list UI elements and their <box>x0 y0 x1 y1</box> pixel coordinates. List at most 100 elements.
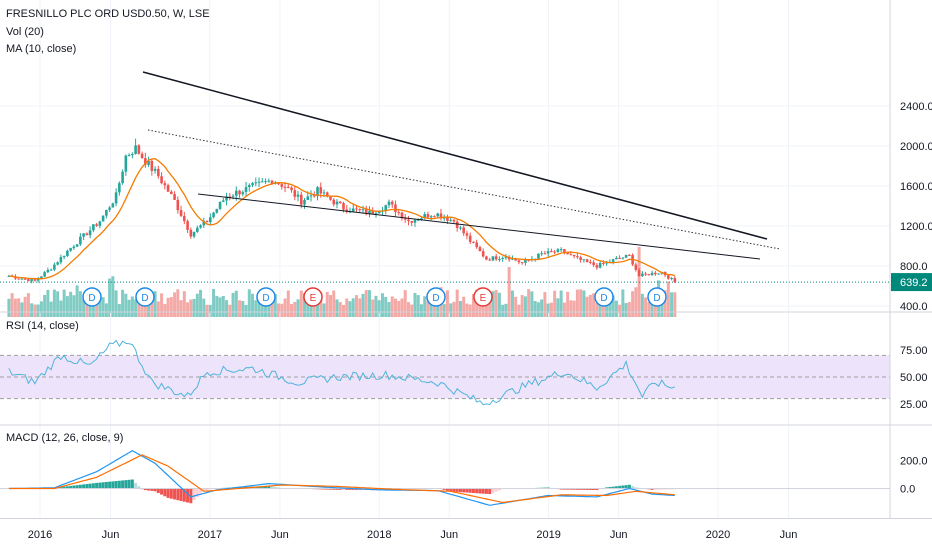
volume-bar <box>195 293 199 317</box>
dividend-marker[interactable]: D <box>647 287 667 307</box>
candle-body <box>254 182 258 184</box>
macd-line <box>8 450 675 506</box>
macd-histogram-bar <box>179 488 183 501</box>
time-tick-label: Jun <box>102 529 120 541</box>
volume-bar <box>416 295 420 317</box>
macd-histogram-bar <box>445 488 449 491</box>
candle-body <box>481 251 485 257</box>
volume-bar <box>462 296 466 317</box>
volume-bar <box>559 290 563 317</box>
volume-bar <box>33 304 37 317</box>
macd-histogram-bar <box>82 484 86 489</box>
volume-bar <box>449 303 453 317</box>
candle-body <box>173 194 176 200</box>
macd-histogram-bar <box>101 482 105 489</box>
dividend-marker[interactable]: D <box>82 287 102 307</box>
price-tick-label: 1600.0 <box>900 181 932 193</box>
marker-letter: E <box>480 293 487 304</box>
volume-bar <box>52 289 56 317</box>
price-axis[interactable]: 2400.0 2000.0 1600.0 1200.0 800.0 400.0 639.2 7… <box>891 101 932 496</box>
volume-bar <box>101 297 105 317</box>
macd-histogram-bar <box>338 488 342 490</box>
candle-body <box>501 257 504 259</box>
candle-body <box>186 221 189 230</box>
candle-body <box>179 210 183 217</box>
volume-bar <box>588 294 592 317</box>
macd-histogram-bar <box>169 488 173 499</box>
candle-body <box>624 254 628 258</box>
time-axis[interactable]: 2016 Jun 2017 Jun 2018 Jun 2019 Jun 2020 Jun <box>28 529 798 541</box>
macd-histogram-bar <box>75 485 79 489</box>
candle-body <box>231 195 235 197</box>
macd-histogram-bar <box>156 488 160 493</box>
candle-body <box>72 246 76 249</box>
rsi-legend[interactable]: RSI (14, close) <box>6 320 79 332</box>
macd-histogram-bar <box>595 488 599 491</box>
candle-body <box>66 250 69 256</box>
macd-histogram-bar <box>111 481 115 489</box>
macd-histogram-bar <box>121 480 125 489</box>
candle-body <box>374 213 378 215</box>
dividend-marker[interactable]: D <box>426 287 446 307</box>
macd-histogram-bar <box>449 488 453 492</box>
volume-bar <box>673 292 677 317</box>
volume-bar <box>387 302 391 317</box>
volume-bar <box>624 303 628 317</box>
candle-body <box>170 191 173 195</box>
candle-body <box>368 210 371 215</box>
rsi-pane[interactable] <box>0 313 890 425</box>
macd-histogram-bar <box>114 481 118 489</box>
volume-legend[interactable]: Vol (20) <box>6 26 44 38</box>
volume-bar <box>140 298 144 317</box>
volume-bar <box>345 298 349 317</box>
macd-histogram-bar <box>176 488 180 501</box>
dividend-marker[interactable]: D <box>135 287 155 307</box>
candle-body <box>426 214 430 218</box>
volume-bar <box>283 298 287 317</box>
rsi-tick-label: 50.00 <box>900 372 928 384</box>
candle-body <box>654 272 657 275</box>
rsi-line <box>8 339 675 406</box>
volume-bar <box>520 295 524 317</box>
earnings-marker[interactable]: E <box>473 287 493 307</box>
marker-circle <box>135 287 155 307</box>
volume-bar <box>627 302 631 317</box>
macd-legend[interactable]: MACD (12, 26, close, 9) <box>6 432 124 444</box>
price-tick-label: 2000.0 <box>900 141 932 153</box>
macd-pane[interactable] <box>0 426 890 518</box>
pane-frame <box>0 0 932 519</box>
volume-bar <box>10 293 14 317</box>
marker-circle <box>647 287 667 307</box>
macd-histogram-bar <box>85 484 89 489</box>
ma-legend[interactable]: MA (10, close) <box>6 43 77 55</box>
volume-bar <box>670 292 674 317</box>
volume-bar <box>595 302 599 317</box>
volume-bar <box>546 303 550 317</box>
macd-histogram-bar <box>166 488 170 498</box>
dividend-marker[interactable]: D <box>256 287 276 307</box>
candle-body <box>205 220 209 223</box>
candle-body <box>563 249 566 253</box>
macd-tick-label: 0.0 <box>900 484 915 496</box>
candle-body <box>413 219 417 223</box>
volume-bar <box>533 301 537 317</box>
dividend-marker[interactable]: D <box>594 287 614 307</box>
volume-bar <box>468 304 472 317</box>
candle-body <box>332 199 336 205</box>
volume-bar <box>650 303 654 317</box>
marker-circle <box>82 287 102 307</box>
volume-bar <box>582 290 586 317</box>
candle-body <box>436 213 440 217</box>
candle-body <box>111 203 115 208</box>
macd-histogram-bar <box>137 486 141 489</box>
volume-bar <box>150 300 154 317</box>
candle-body <box>306 196 310 201</box>
macd-histogram-bar <box>143 488 147 491</box>
volume-bar <box>134 299 138 317</box>
volume-bar <box>377 300 381 317</box>
macd-histogram-bar <box>108 481 112 489</box>
macd-histogram-bar <box>257 486 261 489</box>
earnings-marker[interactable]: E <box>303 287 323 307</box>
